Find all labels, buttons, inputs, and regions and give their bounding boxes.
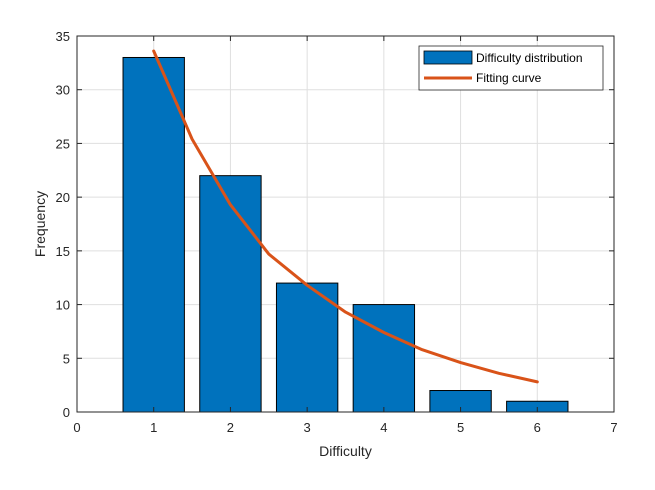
legend-label-curve: Fitting curve — [476, 71, 542, 85]
x-tick-label: 5 — [457, 420, 464, 435]
y-tick-label: 20 — [56, 190, 70, 205]
bar — [352, 304, 416, 413]
x-tick-label: 0 — [73, 420, 80, 435]
x-tick-label: 4 — [380, 420, 387, 435]
legend: Difficulty distribution Fitting curve — [418, 45, 604, 91]
x-tick-label: 2 — [227, 420, 234, 435]
bar — [199, 175, 262, 413]
y-axis-title: Frequency — [32, 191, 48, 257]
fitting-curve — [152, 49, 539, 384]
y-tick-label: 35 — [56, 29, 70, 44]
y-tick-label: 15 — [56, 244, 70, 259]
legend-label-bars: Difficulty distribution — [476, 51, 583, 65]
x-tick-label: 6 — [534, 420, 541, 435]
x-tick-label: 7 — [610, 420, 617, 435]
bar — [275, 282, 339, 413]
y-tick-label: 25 — [56, 136, 70, 151]
legend-swatch-bars — [423, 50, 473, 65]
y-tick-label: 5 — [63, 351, 70, 366]
x-tick-label: 3 — [304, 420, 311, 435]
x-axis-title: Difficulty — [319, 443, 372, 459]
x-tick-label: 1 — [150, 420, 157, 435]
axis-ticks: 0 1 2 3 4 5 6 7 0 5 10 15 20 25 30 35 — [56, 29, 618, 435]
bar — [122, 56, 185, 413]
y-tick-label: 0 — [63, 405, 70, 420]
bar-series — [122, 56, 569, 413]
plot-frame — [76, 35, 615, 413]
y-tick-label: 10 — [56, 298, 70, 313]
y-tick-label: 30 — [56, 83, 70, 98]
